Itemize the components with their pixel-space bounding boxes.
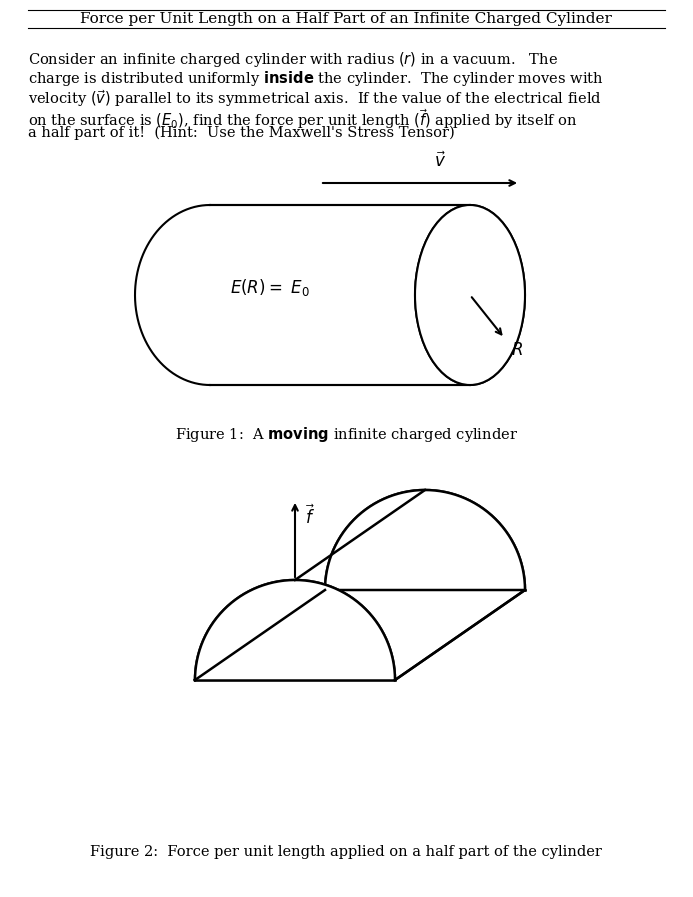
Ellipse shape xyxy=(415,205,525,385)
Text: a half part of it!  (Hint:  Use the Maxwell's Stress Tensor): a half part of it! (Hint: Use the Maxwel… xyxy=(28,126,455,141)
Polygon shape xyxy=(195,590,525,680)
Text: velocity $(\vec{v})$ parallel to its symmetrical axis.  If the value of the elec: velocity $(\vec{v})$ parallel to its sym… xyxy=(28,88,602,109)
Text: Figure 2:  Force per unit length applied on a half part of the cylinder: Figure 2: Force per unit length applied … xyxy=(90,845,602,859)
Text: Force per Unit Length on a Half Part of an Infinite Charged Cylinder: Force per Unit Length on a Half Part of … xyxy=(80,12,612,26)
Text: Figure 1:  A $\mathbf{moving}$ infinite charged cylinder: Figure 1: A $\mathbf{moving}$ infinite c… xyxy=(175,425,518,444)
Text: $R$: $R$ xyxy=(511,343,523,360)
Text: $\vec{f}$: $\vec{f}$ xyxy=(305,505,315,528)
Text: $E(R) =\ E_0$: $E(R) =\ E_0$ xyxy=(230,276,310,298)
Polygon shape xyxy=(195,490,525,680)
Bar xyxy=(210,205,470,385)
Text: Consider an infinite charged cylinder with radius $(r)$ in a vacuum.   The: Consider an infinite charged cylinder wi… xyxy=(28,50,558,69)
Polygon shape xyxy=(135,205,210,385)
Text: charge is distributed uniformly $\mathbf{inside}$ the cylinder.  The cylinder mo: charge is distributed uniformly $\mathbf… xyxy=(28,69,604,88)
Polygon shape xyxy=(195,580,395,680)
Text: $\vec{v}$: $\vec{v}$ xyxy=(434,152,446,171)
Ellipse shape xyxy=(415,205,525,385)
Text: on the surface is $(E_0)$, find the force per unit length $(\vec{f})$ applied by: on the surface is $(E_0)$, find the forc… xyxy=(28,107,577,131)
Polygon shape xyxy=(325,490,525,590)
